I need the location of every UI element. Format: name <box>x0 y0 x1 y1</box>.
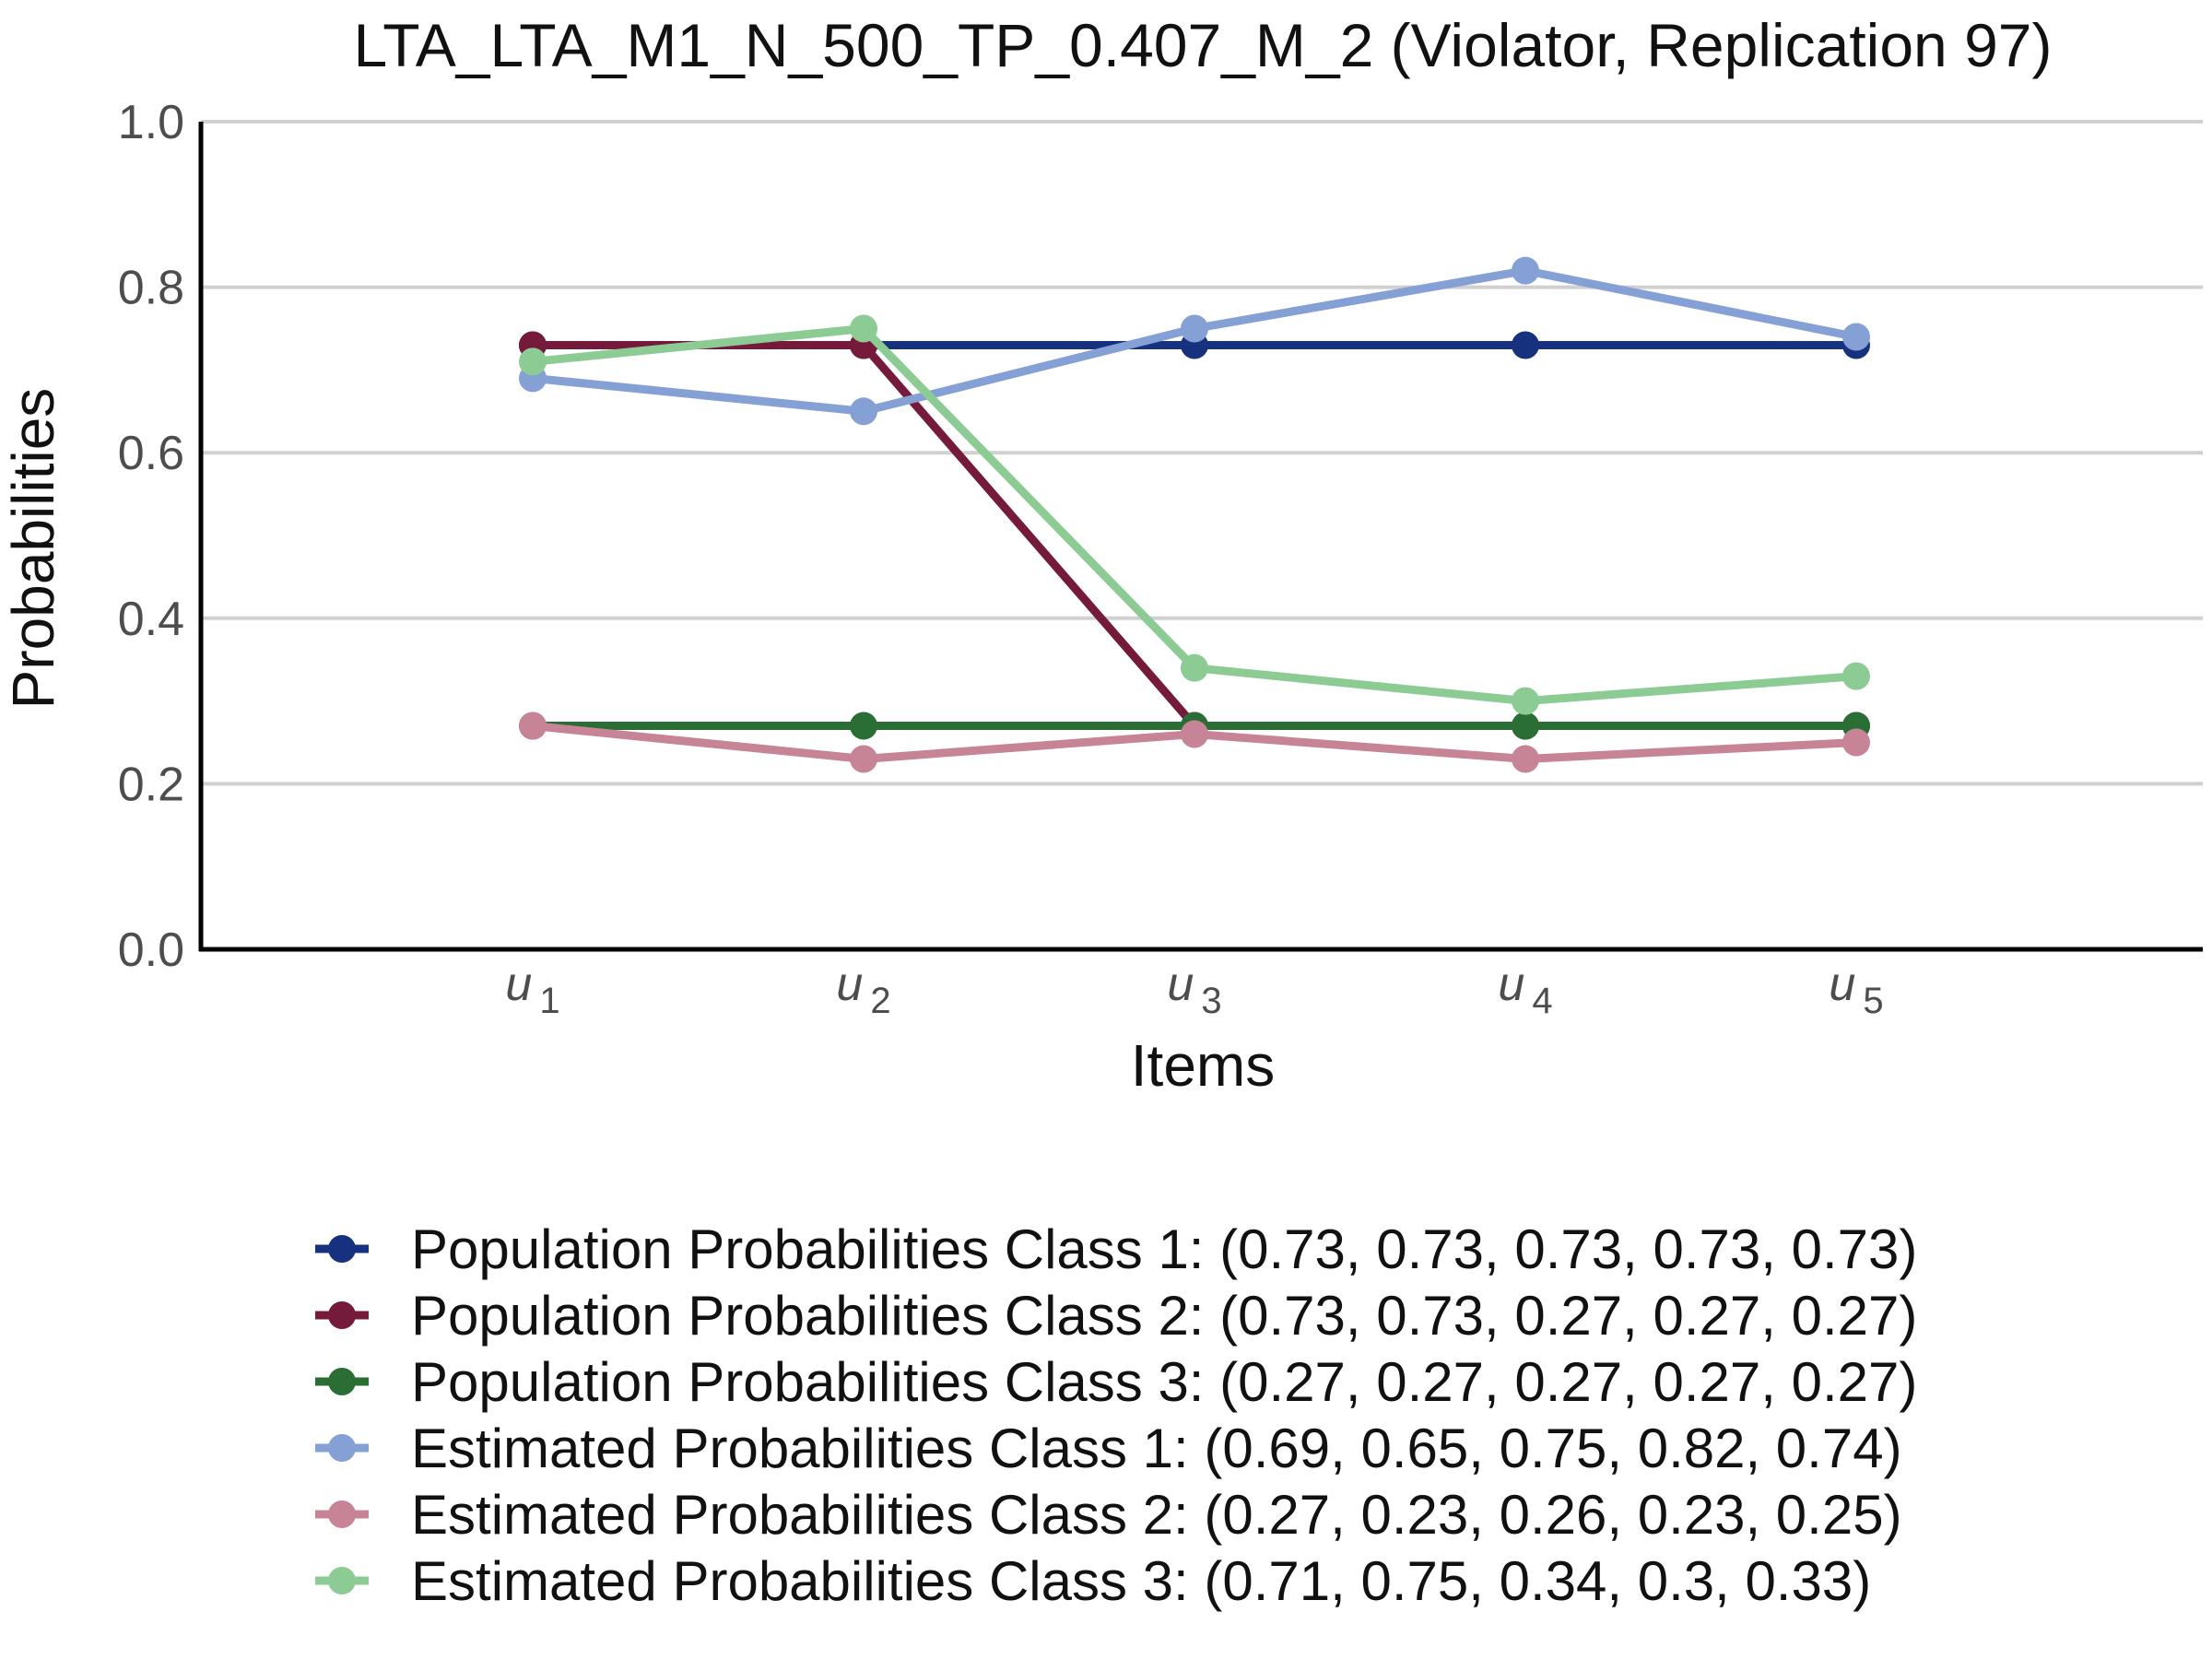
data-point <box>850 745 877 773</box>
legend-marker <box>328 1567 356 1594</box>
series <box>519 256 1870 773</box>
y-tick-label: 0.8 <box>118 262 184 315</box>
data-point <box>519 347 547 376</box>
legend-item: Population Probabilities Class 2: (0.73,… <box>315 1285 1917 1347</box>
legend-marker <box>328 1434 356 1462</box>
legend-label: Population Probabilities Class 1: (0.73,… <box>411 1218 1917 1280</box>
data-point <box>1512 745 1539 773</box>
legend-item: Population Probabilities Class 3: (0.27,… <box>315 1351 1917 1413</box>
data-point <box>1181 314 1208 343</box>
legend-item: Estimated Probabilities Class 1: (0.69, … <box>315 1418 1902 1479</box>
legend-item: Population Probabilities Class 1: (0.73,… <box>315 1218 1917 1280</box>
y-tick-label: 0.0 <box>118 924 184 977</box>
x-axis-title: Items <box>1131 1032 1275 1099</box>
legend-marker <box>328 1500 356 1528</box>
series-6 <box>519 314 1870 715</box>
data-point <box>850 712 877 740</box>
data-point <box>1842 728 1870 757</box>
y-tick-label: 0.2 <box>118 758 184 811</box>
legend-label: Population Probabilities Class 2: (0.73,… <box>411 1285 1917 1347</box>
chart-title: LTA_LTA_M1_N_500_TP_0.407_M_2 (Violator,… <box>354 11 2053 79</box>
legend-marker <box>328 1368 356 1395</box>
y-tick-labels: 0.0 0.2 0.4 0.6 0.8 1.0 <box>118 96 184 977</box>
legend-marker <box>328 1235 356 1263</box>
y-axis-title: Probabilities <box>0 388 66 710</box>
y-tick-label: 1.0 <box>118 96 184 149</box>
series-5 <box>519 712 1870 773</box>
data-point <box>1512 687 1539 715</box>
y-tick-label: 0.4 <box>118 593 184 646</box>
data-point <box>1512 712 1539 740</box>
data-point <box>850 314 877 343</box>
legend: Population Probabilities Class 1: (0.73,… <box>315 1218 1917 1612</box>
data-point <box>519 712 547 740</box>
legend-label: Population Probabilities Class 3: (0.27,… <box>411 1351 1917 1413</box>
data-point <box>850 397 877 426</box>
data-point <box>1181 720 1208 748</box>
legend-marker <box>328 1301 356 1329</box>
data-point <box>1842 662 1870 690</box>
axes <box>198 122 2203 952</box>
legend-item: Estimated Probabilities Class 3: (0.71, … <box>315 1550 1871 1612</box>
legend-label: Estimated Probabilities Class 2: (0.27, … <box>411 1484 1902 1546</box>
legend-item: Estimated Probabilities Class 2: (0.27, … <box>315 1484 1902 1546</box>
series-4 <box>519 256 1870 426</box>
data-point <box>1181 653 1208 682</box>
data-point <box>1512 331 1539 359</box>
data-point <box>1512 256 1539 285</box>
legend-label: Estimated Probabilities Class 3: (0.71, … <box>411 1550 1871 1612</box>
data-point <box>1842 323 1870 351</box>
legend-label: Estimated Probabilities Class 1: (0.69, … <box>411 1418 1902 1479</box>
y-tick-label: 0.6 <box>118 427 184 480</box>
